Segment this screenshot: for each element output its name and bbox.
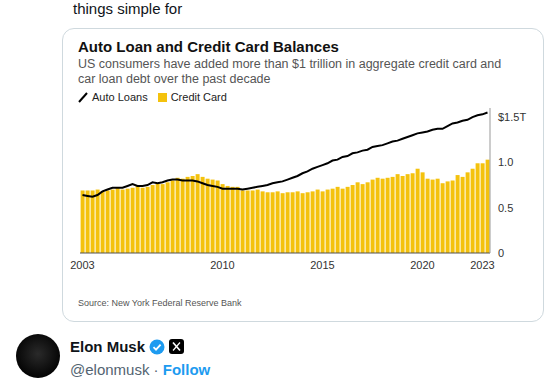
svg-text:2003: 2003 [70, 259, 94, 271]
html-text:things simple for: things simple for [73, 0, 183, 17]
html-text:Elon Musk: Elon Musk [70, 338, 145, 355]
html-text:@elonmusk · Follow: @elonmusk · Follow [70, 361, 211, 378]
svg-text:2020: 2020 [410, 259, 434, 271]
html-text:US consumers have added more t: US consumers have added more than $1 tri… [78, 57, 502, 86]
svg-text:0: 0 [498, 247, 504, 259]
svg-text:0.5: 0.5 [498, 202, 513, 214]
html-text:Auto Loan and Credit Card Bala: Auto Loan and Credit Card Balances [78, 38, 339, 55]
html-text:Auto Loans: Auto Loans [92, 91, 148, 103]
html-text:Source: New York Federal Reser: Source: New York Federal Reserve Bank [78, 298, 242, 308]
svg-text:2015: 2015 [310, 259, 334, 271]
html-text:Credit Card: Credit Card [170, 91, 227, 103]
svg-text:2023: 2023 [470, 259, 494, 271]
svg-text:2010: 2010 [210, 259, 234, 271]
svg-text:1.0: 1.0 [498, 156, 513, 168]
svg-text:$1.5T: $1.5T [498, 111, 526, 123]
